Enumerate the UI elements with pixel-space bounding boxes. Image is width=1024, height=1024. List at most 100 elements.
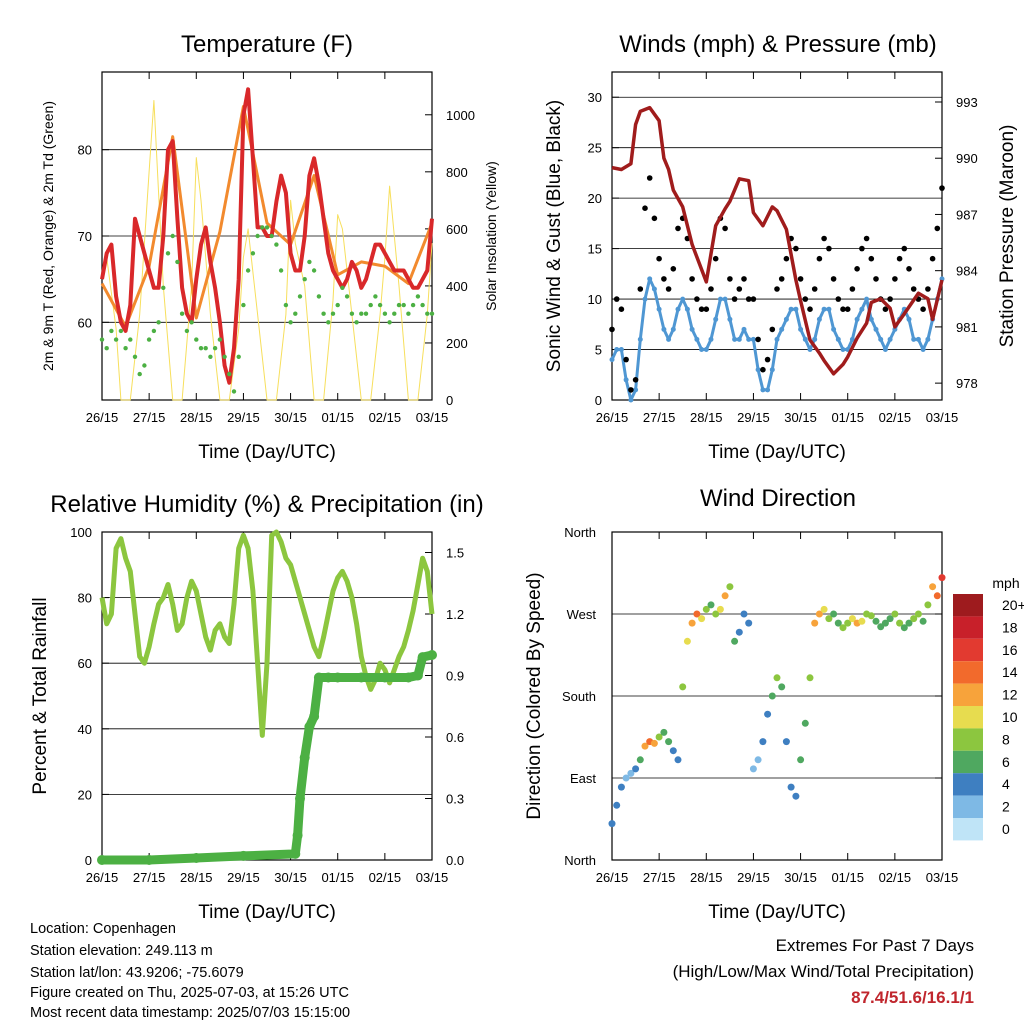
wind-gust-point	[741, 276, 747, 282]
wind-direction-point	[806, 674, 814, 682]
wind-gust-point	[760, 366, 766, 373]
legend-label: 16	[1002, 642, 1018, 658]
dewpoint-point	[161, 285, 166, 290]
legend-label: 0	[1002, 821, 1010, 837]
precip-point	[304, 721, 315, 732]
dewpoint-point	[179, 311, 185, 316]
legend-label: 18	[1002, 619, 1018, 635]
wind-direction-point	[641, 742, 649, 750]
x-tick-label: 02/15	[879, 410, 912, 425]
wind-direction-point	[848, 615, 856, 623]
wind-gust-point	[731, 296, 738, 302]
dewpoint-point	[382, 311, 388, 316]
wind-gust-point	[613, 296, 620, 302]
dewpoint-point	[113, 337, 119, 342]
wind-direction-point	[924, 601, 932, 609]
precip-point	[295, 793, 305, 804]
y-tick-label: 20	[588, 191, 602, 206]
y-tick-label: 20	[78, 787, 92, 802]
dewpoint-point	[165, 251, 171, 256]
wind-gust-point	[783, 255, 790, 262]
legend-label: 6	[1002, 754, 1010, 770]
precip-point	[427, 650, 437, 660]
wind-gust-point	[821, 235, 827, 242]
wind-gust-point	[826, 245, 832, 252]
x-tick-label: 02/15	[369, 410, 402, 425]
dewpoint-point	[335, 302, 340, 308]
extremes-values: 87.4/51.6/16.1/1	[851, 988, 974, 1007]
y-tick-label: 25	[588, 141, 602, 156]
dewpoint-point	[142, 363, 147, 368]
wind-gust-point	[736, 286, 743, 292]
dewpoint-point	[321, 311, 326, 316]
wind-gust-point	[906, 266, 912, 272]
footer-latlon: Station lat/lon: 43.9206; -75.6079	[30, 965, 244, 981]
x-tick-label: 03/15	[926, 410, 959, 425]
y-tick-label: 400	[446, 279, 468, 294]
wind-direction-point	[910, 615, 918, 623]
wind-direction-point	[787, 783, 795, 791]
wind-direction-point	[688, 619, 696, 627]
wind-direction-point	[650, 739, 658, 747]
x-tick-label: 28/15	[180, 410, 213, 425]
dewpoint-point	[415, 294, 421, 299]
wind-direction-point	[702, 605, 710, 613]
dewpoint-point	[311, 268, 317, 273]
wind-gust-point	[722, 225, 728, 232]
precip-point	[290, 848, 301, 859]
dewpoint-point	[359, 311, 364, 316]
wind-gust-point	[750, 296, 757, 302]
wind-direction-point	[627, 769, 635, 777]
wind-gust-point	[708, 286, 714, 292]
y-tick-label: 0.9	[446, 669, 464, 684]
extremes-subtitle: (High/Low/Max Wind/Total Precipitation)	[672, 962, 974, 981]
x-tick-label: 29/15	[737, 870, 770, 885]
wind-gust-point	[778, 276, 785, 282]
dewpoint-point	[170, 233, 175, 239]
wind-speed-line	[610, 277, 944, 402]
y-tick-label: 984	[956, 264, 978, 279]
dewpoint-point	[387, 320, 392, 325]
wind-gust-point	[675, 225, 681, 232]
legend-swatch	[953, 728, 983, 751]
footer-recent: Most recent data timestamp: 2025/07/03 1…	[30, 1005, 351, 1021]
x-tick-label: 30/15	[274, 410, 307, 425]
precip-point	[412, 670, 423, 681]
wind-direction-point	[933, 592, 941, 600]
y-tick-label: 993	[956, 95, 978, 110]
y-tick-label: 10	[588, 292, 602, 307]
x-tick-label: 03/15	[926, 870, 959, 885]
plot-frame	[611, 71, 943, 401]
wind-gust-point	[887, 296, 893, 302]
x-tick-label: 28/15	[690, 410, 723, 425]
wind-direction-point	[679, 683, 687, 691]
x-tick-label: 30/15	[784, 870, 817, 885]
wind-gust-point	[929, 255, 936, 262]
wind-direction-point	[801, 719, 809, 727]
wind-direction-point	[721, 592, 729, 600]
dewpoint-point	[189, 320, 194, 325]
dewpoint-point	[363, 311, 369, 316]
dewpoint-point	[123, 346, 128, 351]
y-tick-label: West	[567, 607, 597, 622]
dewpoint-point	[151, 328, 157, 334]
dewpoint-point	[354, 320, 359, 325]
wind-direction-point	[740, 610, 748, 618]
dewpoint-point	[302, 277, 307, 282]
wind-gust-point	[939, 185, 945, 191]
legend-swatch	[953, 773, 983, 796]
y-axis-label-right: Station Pressure (Maroon)	[997, 125, 1018, 348]
precip-point	[191, 853, 202, 863]
precip-point	[323, 672, 334, 683]
dewpoint-point	[316, 294, 322, 299]
y-tick-label: 70	[78, 229, 92, 244]
y-axis-label: Percent & Total Rainfall	[30, 597, 51, 794]
dewpoint-point	[137, 371, 142, 377]
wind-gust-point	[646, 175, 653, 181]
wind-direction-point	[938, 574, 946, 582]
wind-direction-point	[877, 623, 885, 631]
wind-gust-point	[793, 245, 799, 252]
wind-direction-point	[792, 792, 800, 800]
y-axis-label: Direction (Colored By Speed)	[524, 572, 545, 819]
wind-gust-point	[623, 356, 629, 363]
